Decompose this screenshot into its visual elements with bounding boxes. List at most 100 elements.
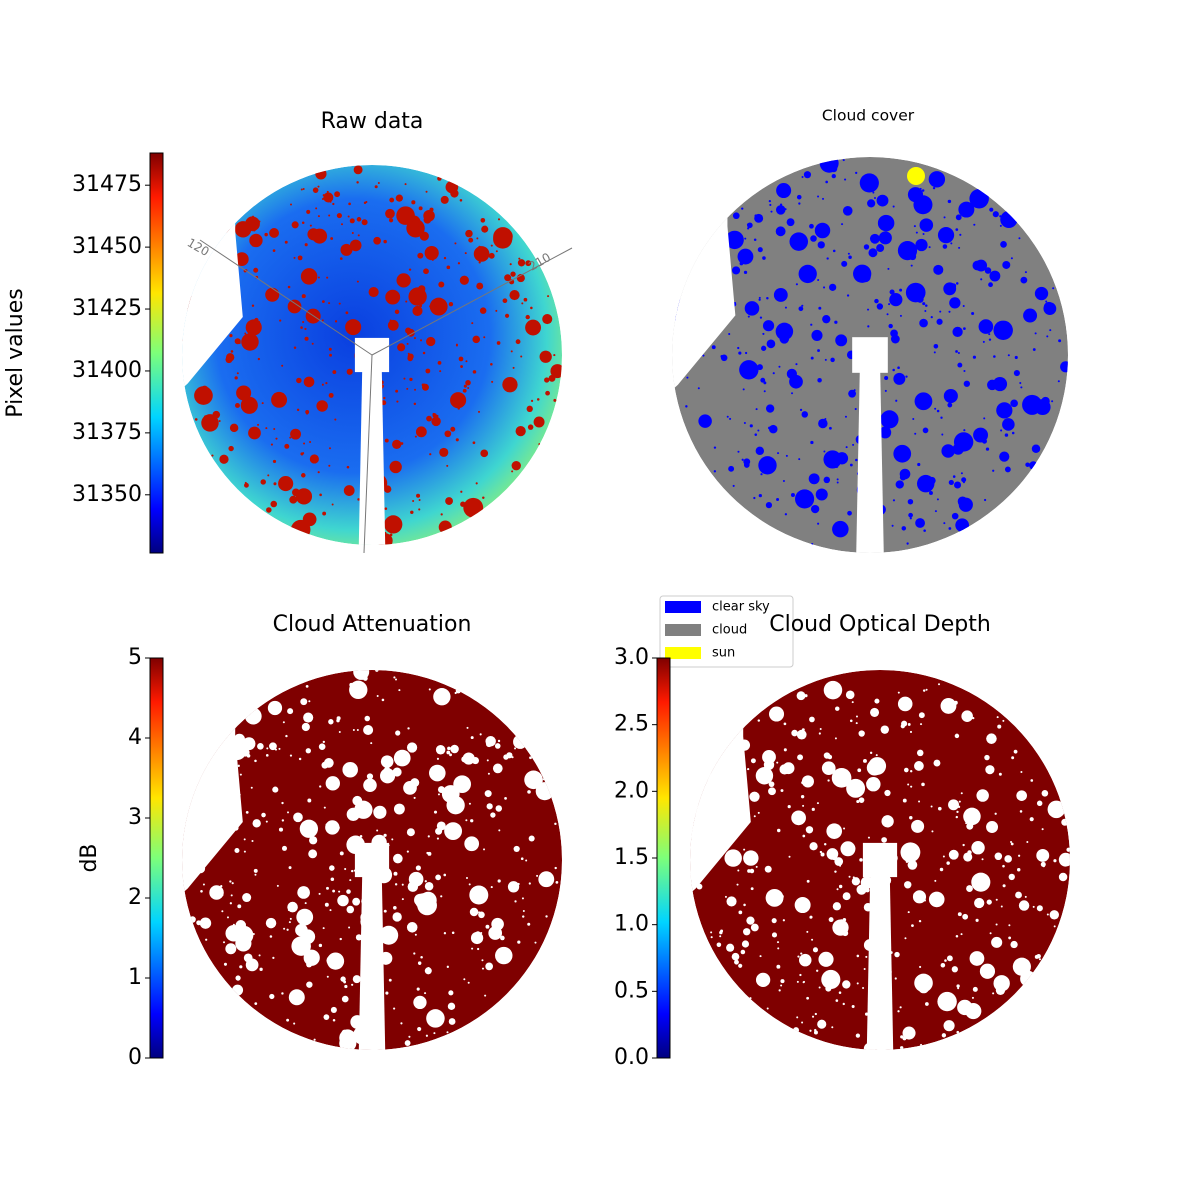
speck	[462, 388, 467, 393]
speck	[287, 299, 302, 314]
speck	[961, 477, 967, 483]
speck	[297, 886, 310, 899]
speck	[765, 404, 775, 413]
speck	[724, 849, 742, 867]
speck	[1049, 910, 1059, 920]
speck	[978, 319, 994, 334]
speck	[384, 438, 389, 443]
speck	[887, 267, 890, 270]
speck	[1061, 818, 1069, 826]
speck	[472, 441, 476, 445]
speck	[493, 229, 513, 249]
speck	[278, 827, 284, 832]
speck	[923, 529, 926, 532]
speck	[545, 390, 550, 396]
speck	[289, 495, 298, 504]
speck	[836, 478, 839, 481]
speck	[396, 273, 411, 288]
speck	[525, 260, 532, 267]
speck	[932, 186, 936, 190]
speck	[232, 984, 244, 996]
speck	[353, 165, 363, 175]
speck	[963, 380, 971, 387]
speck	[495, 309, 498, 312]
speck	[1029, 461, 1038, 470]
speck	[848, 255, 852, 260]
speck	[226, 916, 229, 919]
speck	[897, 696, 913, 712]
speck	[910, 264, 913, 267]
speck	[984, 267, 992, 274]
speck	[911, 924, 914, 928]
speck	[940, 697, 957, 714]
speck	[361, 219, 368, 226]
speck	[533, 416, 545, 428]
speck	[747, 315, 750, 318]
speck	[858, 797, 865, 803]
speck	[313, 1038, 316, 1041]
speck	[724, 895, 727, 898]
speck	[191, 917, 195, 920]
speck	[743, 848, 746, 851]
speck	[734, 959, 739, 965]
speck	[899, 474, 907, 481]
speck	[497, 218, 501, 221]
speck	[728, 465, 735, 472]
speck	[995, 898, 998, 901]
speck	[951, 283, 957, 289]
tick-label: 2.5	[614, 712, 649, 737]
speck	[801, 176, 804, 179]
speck	[956, 810, 959, 814]
speck	[194, 418, 198, 421]
speck	[381, 400, 387, 406]
speck	[795, 283, 798, 286]
speck	[326, 955, 337, 966]
speck	[801, 411, 809, 418]
speck	[755, 767, 774, 785]
speck	[326, 975, 329, 978]
speck	[510, 271, 516, 277]
speck	[758, 493, 762, 498]
speck	[374, 185, 378, 189]
speck	[437, 786, 445, 793]
speck	[750, 887, 754, 891]
speck	[202, 883, 205, 886]
speck	[394, 883, 398, 886]
speck	[311, 232, 314, 236]
speck	[288, 989, 305, 1006]
speck	[351, 983, 354, 986]
speck	[972, 986, 978, 992]
speck	[553, 353, 556, 357]
speck	[281, 845, 287, 851]
speck	[863, 759, 867, 763]
speck	[809, 842, 818, 851]
speck	[393, 1007, 396, 1010]
speck	[755, 446, 765, 456]
speck	[223, 941, 226, 944]
speck	[237, 764, 240, 768]
speck	[453, 775, 472, 794]
speck	[281, 801, 284, 805]
speck	[797, 754, 804, 761]
speck	[821, 761, 836, 776]
speck	[339, 257, 343, 260]
speck	[458, 356, 464, 362]
speck	[348, 202, 351, 206]
speck	[716, 942, 722, 948]
speck	[468, 883, 471, 886]
speck	[842, 930, 849, 937]
speck	[933, 343, 939, 349]
speck	[524, 770, 543, 790]
speck	[406, 850, 409, 853]
speck	[826, 257, 829, 260]
speck	[803, 171, 812, 179]
speck	[288, 866, 292, 870]
speck	[373, 805, 387, 819]
speck	[890, 334, 900, 344]
chart-title: Cloud cover	[822, 107, 915, 125]
speck	[891, 524, 894, 527]
speck	[897, 366, 900, 370]
speck	[494, 743, 501, 749]
speck	[454, 691, 457, 695]
speck	[798, 264, 817, 284]
